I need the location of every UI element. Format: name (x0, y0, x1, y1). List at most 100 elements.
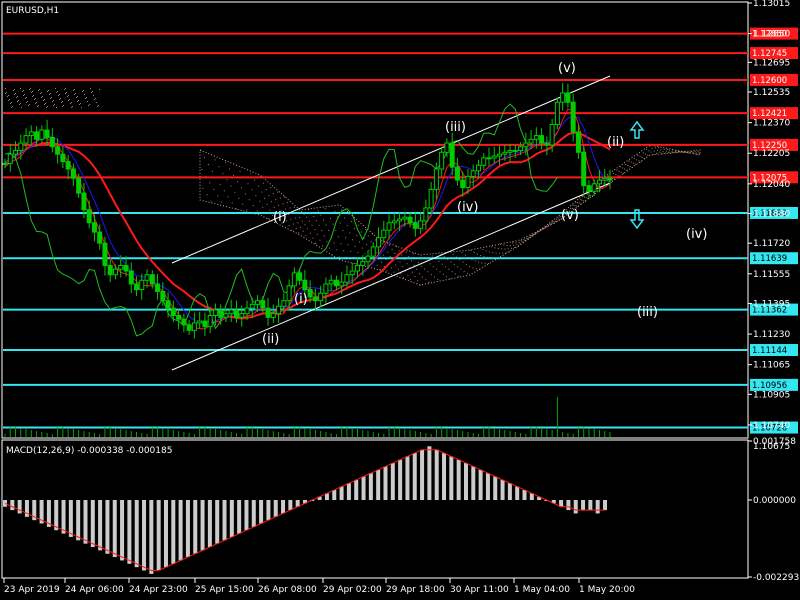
cloud-dot (587, 198, 589, 199)
cloud-dot (424, 268, 426, 270)
macd-bar (383, 466, 388, 501)
cloud-dot (28, 105, 29, 106)
cloud-dot (409, 267, 411, 269)
cloud-dot (7, 96, 8, 97)
cloud-dot (515, 242, 517, 244)
candle-body (165, 300, 171, 309)
macd-bar (303, 500, 307, 504)
macd-bar (105, 500, 110, 554)
cloud-dot (448, 268, 450, 270)
cloud-dot (569, 210, 571, 212)
cloud-dot (80, 103, 81, 104)
cloud-dot (20, 103, 21, 104)
candle-body (565, 92, 571, 103)
candle-body (260, 300, 266, 309)
candle-body (255, 300, 261, 305)
cloud-dot (283, 215, 285, 217)
cloud-dot (352, 239, 353, 241)
cloud-dot (278, 204, 280, 206)
cloud-dot (229, 168, 230, 170)
macd-bar (259, 500, 264, 524)
cloud-dot (411, 271, 413, 273)
cloud-dot (591, 191, 593, 193)
cloud-dot (361, 247, 363, 249)
cloud-dot (331, 254, 333, 256)
cloud-dot (35, 98, 36, 99)
cloud-dot (349, 232, 351, 234)
macd-bar (398, 459, 403, 501)
cloud-dot (50, 98, 51, 99)
cloud-dot (319, 239, 321, 241)
candle-body (139, 279, 145, 291)
cloud-dot (64, 89, 65, 90)
signal-arrows (629, 120, 645, 230)
macd-bar (156, 500, 161, 571)
candle-body (34, 131, 40, 140)
cloud-dot (545, 226, 547, 228)
cloud-dot (286, 202, 288, 204)
candle-body (444, 142, 450, 153)
cloud-dot (213, 189, 215, 190)
cloud-dot (23, 90, 24, 91)
cloud-dot (437, 279, 439, 280)
cloud-dot (77, 96, 78, 97)
cloud-dot (528, 236, 530, 238)
cloud-dot (94, 99, 95, 100)
cloud-dot (482, 249, 484, 251)
candle-body (581, 151, 587, 187)
candle-body (134, 283, 140, 291)
cloud-dot (615, 174, 617, 176)
cloud-dot (205, 175, 207, 177)
cloud-dot (31, 92, 32, 93)
level-price-box (750, 107, 798, 120)
cloud-dot (413, 264, 415, 266)
cloud-dot (495, 252, 497, 254)
cloud-dot (90, 88, 91, 89)
candle-body (570, 101, 576, 133)
cloud-dot (458, 275, 460, 277)
cloud-dot (274, 220, 276, 222)
cloud-dot (627, 165, 629, 166)
macd-bar (98, 500, 103, 551)
cloud-dot (536, 232, 538, 234)
cloud-dot (223, 190, 225, 192)
cloud-dot (574, 205, 576, 207)
macd-bar (463, 463, 468, 501)
level-price-label: 1.11144 (752, 346, 787, 356)
cloud-dot (5, 93, 6, 94)
candle-body (339, 281, 345, 287)
cloud-dot (269, 209, 271, 211)
cloud-dot (673, 152, 675, 154)
cloud-dot (537, 231, 539, 233)
cloud-dot (285, 208, 287, 210)
macd-bar (200, 500, 205, 551)
cloud-dot (343, 250, 345, 252)
cloud-dot (78, 100, 79, 101)
macd-bar (207, 500, 212, 548)
cloud-dot (38, 105, 39, 106)
candle-body (560, 92, 566, 103)
macd-bar (273, 500, 278, 517)
cloud-dot (571, 208, 573, 209)
y-tick-label: 1.11555 (753, 270, 790, 280)
cloud-dot (42, 96, 43, 97)
macd-bar (405, 456, 410, 501)
candle-body (497, 153, 503, 157)
cloud-dot (271, 201, 272, 203)
macd-bar (478, 469, 483, 501)
candle-body (149, 274, 155, 285)
cloud-dot (442, 273, 444, 275)
cloud-dot (521, 241, 523, 242)
macd-bar (10, 500, 15, 511)
cloud-dot (368, 249, 370, 251)
cloud-dot (411, 260, 412, 262)
cloud-dot (421, 276, 423, 278)
cloud-dot (65, 93, 66, 94)
cloud-dot (391, 248, 393, 250)
candle-body (554, 101, 560, 125)
cloud-dot (340, 243, 342, 245)
cloud-dot (395, 264, 397, 266)
cloud-dot (452, 254, 454, 256)
cloud-dot (640, 161, 642, 163)
cloud-dot (631, 167, 633, 169)
